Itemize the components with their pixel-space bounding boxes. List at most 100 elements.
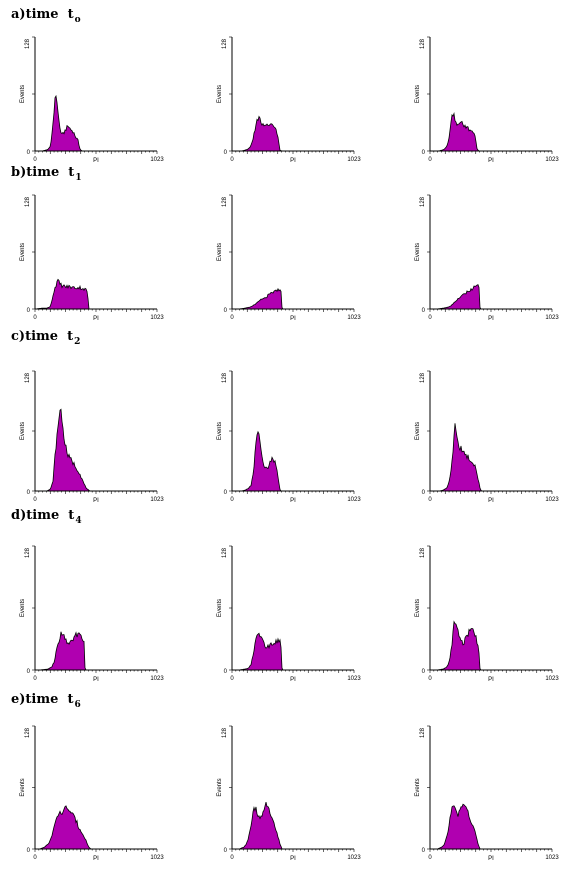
y-tick-label-max: 128: [420, 727, 426, 738]
y-tick-label-max: 128: [25, 547, 31, 558]
y-axis-label: Events: [20, 85, 26, 103]
histogram-area: [238, 632, 284, 671]
row-subscript: 2: [74, 337, 81, 347]
y-axis-label: Events: [217, 599, 223, 617]
x-axis-label: PI: [93, 158, 99, 164]
y-tick-label-max: 128: [420, 196, 426, 207]
histogram-panel: 0 128 0 1023 PI Events: [20, 370, 164, 504]
y-tick-label-max: 128: [222, 38, 228, 49]
histogram-panel: 0 128 0 1023 PI Events: [217, 725, 361, 862]
y-tick-label-min: 0: [27, 669, 31, 675]
histogram-panel: 0 128 0 1023 PI Events: [415, 725, 559, 862]
x-tick-label-max: 1023: [545, 315, 559, 321]
x-axis-label: PI: [290, 677, 296, 683]
histogram-area: [38, 805, 92, 850]
histogram-panel: 0 128 0 1023 PI Events: [415, 36, 559, 164]
row-t: t: [67, 692, 74, 707]
row-prefix: c): [11, 329, 26, 344]
row-prefix: b): [11, 165, 27, 180]
y-tick-label-min: 0: [27, 848, 31, 854]
histogram-area: [34, 278, 90, 310]
histogram-panel: 0 128 0 1023 PI Events: [20, 194, 164, 322]
y-axis-label: Events: [20, 599, 26, 617]
row-word: time: [25, 329, 59, 344]
row-label-c: c)time t2: [11, 329, 81, 347]
histogram-panel: 0 128 0 1023 PI Events: [20, 725, 164, 862]
y-axis-label: Events: [415, 422, 421, 440]
x-tick-label-max: 1023: [150, 315, 164, 321]
histogram-area: [238, 802, 284, 850]
row-label-d: d)time t4: [11, 508, 82, 526]
row-label-b: b)time t1: [11, 165, 82, 183]
x-tick-label-max: 1023: [347, 676, 361, 682]
x-axis-label: PI: [93, 856, 99, 862]
histogram-area: [436, 284, 482, 310]
histogram-panel: 0 128 0 1023 PI Events: [415, 194, 559, 322]
y-axis-label: Events: [415, 85, 421, 103]
x-tick-label-min: 0: [428, 497, 432, 503]
x-tick-label-min: 0: [428, 676, 432, 682]
x-axis-label: PI: [290, 498, 296, 504]
row-prefix: d): [11, 508, 27, 523]
x-tick-label-max: 1023: [347, 157, 361, 163]
histogram-panel: 0 128 0 1023 PI Events: [217, 545, 361, 683]
x-tick-label-max: 1023: [150, 676, 164, 682]
x-tick-label-max: 1023: [545, 157, 559, 163]
y-tick-label-min: 0: [422, 490, 426, 496]
y-axis-label: Events: [217, 422, 223, 440]
y-tick-label-min: 0: [422, 308, 426, 314]
y-tick-label-max: 128: [420, 547, 426, 558]
y-tick-label-min: 0: [224, 150, 228, 156]
y-tick-label-min: 0: [422, 669, 426, 675]
histogram-area: [46, 408, 92, 492]
row-word: time: [26, 508, 60, 523]
x-axis-label: PI: [290, 158, 296, 164]
histogram-area: [41, 94, 90, 152]
x-tick-label-min: 0: [33, 315, 37, 321]
row-label-e: e)time t6: [11, 692, 81, 710]
row-t: t: [67, 7, 74, 22]
histogram-area: [436, 620, 482, 671]
x-axis-label: PI: [290, 856, 296, 862]
x-axis-label: PI: [93, 677, 99, 683]
x-axis-label: PI: [488, 158, 494, 164]
histogram-area: [438, 423, 484, 492]
histogram-panel: 0 128 0 1023 PI Events: [415, 370, 559, 504]
row-subscript: 1: [75, 173, 82, 183]
row-subscript: o: [74, 15, 81, 25]
histogram-area: [437, 112, 481, 152]
x-tick-label-max: 1023: [545, 497, 559, 503]
x-tick-label-max: 1023: [150, 497, 164, 503]
x-axis-label: PI: [290, 316, 296, 322]
y-tick-label-min: 0: [27, 490, 31, 496]
y-tick-label-max: 128: [25, 727, 31, 738]
row-subscript: 4: [75, 516, 82, 526]
x-tick-label-min: 0: [230, 315, 234, 321]
x-tick-label-min: 0: [33, 855, 37, 861]
row-t: t: [67, 329, 74, 344]
histogram-area: [39, 631, 87, 671]
x-tick-label-max: 1023: [347, 855, 361, 861]
y-tick-label-min: 0: [224, 669, 228, 675]
y-axis-label: Events: [217, 243, 223, 261]
x-tick-label-max: 1023: [545, 676, 559, 682]
x-tick-label-max: 1023: [347, 497, 361, 503]
x-axis-label: PI: [488, 856, 494, 862]
x-axis-label: PI: [488, 498, 494, 504]
y-tick-label-max: 128: [25, 372, 31, 383]
y-tick-label-min: 0: [224, 490, 228, 496]
x-axis-label: PI: [488, 316, 494, 322]
x-tick-label-min: 0: [33, 676, 37, 682]
row-t: t: [68, 508, 75, 523]
y-tick-label-max: 128: [25, 38, 31, 49]
x-tick-label-min: 0: [230, 497, 234, 503]
y-tick-label-min: 0: [224, 308, 228, 314]
x-tick-label-max: 1023: [150, 157, 164, 163]
row-word: time: [25, 692, 59, 707]
y-tick-label-max: 128: [222, 727, 228, 738]
histogram-panel: 0 128 0 1023 PI Events: [217, 36, 361, 164]
row-word: time: [26, 165, 60, 180]
row-word: time: [25, 7, 59, 22]
y-tick-label-max: 128: [222, 547, 228, 558]
